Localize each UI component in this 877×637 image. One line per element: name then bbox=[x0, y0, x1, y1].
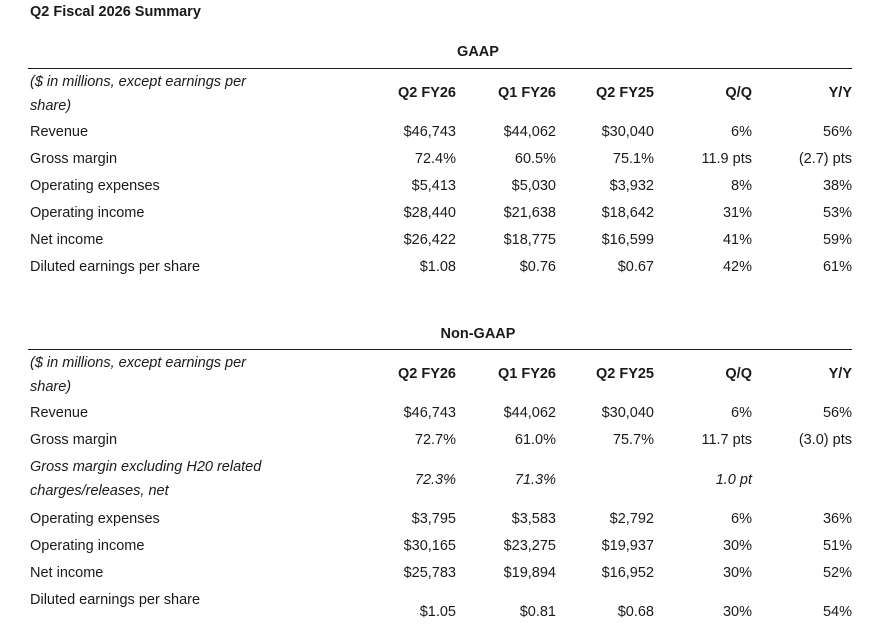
cell-q2fy25: $18,642 bbox=[601, 205, 654, 221]
cell-q2fy26: $28,440 bbox=[403, 205, 456, 221]
gaap-col-q1fy26: Q1 FY26 bbox=[497, 85, 556, 101]
row-label: Gross margin excluding H20 related charg… bbox=[30, 459, 262, 499]
cell-qq: 6% bbox=[731, 405, 752, 421]
cell-qq: 30% bbox=[722, 538, 752, 554]
gaap-col-yy: Y/Y bbox=[828, 85, 852, 101]
row-label: Operating expenses bbox=[30, 511, 160, 527]
cell-yy: 61% bbox=[822, 259, 852, 275]
cell-yy: 56% bbox=[822, 405, 852, 421]
cell-q2fy25: $30,040 bbox=[601, 405, 654, 421]
non-gaap-col-q2fy25: Q2 FY25 bbox=[595, 366, 654, 382]
gaap-header-rule bbox=[28, 68, 852, 69]
cell-q2fy25: $0.67 bbox=[617, 259, 654, 275]
cell-yy: 56% bbox=[822, 124, 852, 140]
cell-yy: 54% bbox=[822, 604, 852, 620]
cell-q2fy26: $1.08 bbox=[419, 259, 456, 275]
gaap-header-row: ($ in millions, except earnings per shar… bbox=[28, 70, 852, 118]
cell-q2fy26: $25,783 bbox=[403, 565, 456, 581]
page-title: Q2 Fiscal 2026 Summary bbox=[30, 4, 201, 20]
cell-yy: 52% bbox=[822, 565, 852, 581]
cell-q2fy25: $19,937 bbox=[601, 538, 654, 554]
cell-q1fy26: $44,062 bbox=[503, 124, 556, 140]
cell-q1fy26: $44,062 bbox=[503, 405, 556, 421]
non-gaap-row-diluted-eps: Diluted earnings per share $1.05 $0.81 $… bbox=[28, 592, 852, 626]
cell-qq: 41% bbox=[722, 232, 752, 248]
cell-q2fy26: $46,743 bbox=[403, 124, 456, 140]
row-label: Diluted earnings per share bbox=[30, 592, 201, 608]
cell-yy: 51% bbox=[822, 538, 852, 554]
non-gaap-col-yy: Y/Y bbox=[828, 366, 852, 382]
row-label: Gross margin bbox=[30, 151, 118, 167]
cell-qq: 30% bbox=[722, 565, 752, 581]
cell-q2fy25: $16,599 bbox=[601, 232, 654, 248]
cell-qq: 11.9 pts bbox=[701, 151, 752, 167]
cell-q1fy26: $5,030 bbox=[511, 178, 556, 194]
cell-q2fy25: $2,792 bbox=[609, 511, 654, 527]
row-label: Diluted earnings per share bbox=[30, 259, 201, 275]
cell-q2fy25: $16,952 bbox=[601, 565, 654, 581]
non-gaap-col-q2fy26: Q2 FY26 bbox=[397, 366, 456, 382]
cell-yy: 59% bbox=[822, 232, 852, 248]
cell-q1fy26: $19,894 bbox=[503, 565, 556, 581]
cell-qq: 8% bbox=[731, 178, 752, 194]
row-label: Net income bbox=[30, 232, 104, 248]
non-gaap-row-gross-margin-ex-h20: Gross margin excluding H20 related charg… bbox=[28, 455, 852, 503]
cell-qq: 30% bbox=[722, 604, 752, 620]
cell-qq: 42% bbox=[722, 259, 752, 275]
non-gaap-header-rule bbox=[28, 349, 852, 350]
cell-yy: 36% bbox=[822, 511, 852, 527]
cell-q2fy26: $3,795 bbox=[411, 511, 456, 527]
non-gaap-units-label: ($ in millions, except earnings per shar… bbox=[30, 355, 246, 395]
cell-q2fy26: $46,743 bbox=[403, 405, 456, 421]
gaap-col-q2fy25: Q2 FY25 bbox=[595, 85, 654, 101]
row-label: Revenue bbox=[30, 405, 89, 421]
cell-q2fy26: $30,165 bbox=[403, 538, 456, 554]
cell-q2fy26: $5,413 bbox=[411, 178, 456, 194]
cell-qq: 6% bbox=[731, 511, 752, 527]
cell-qq: 1.0 pt bbox=[715, 472, 752, 488]
row-label: Operating income bbox=[30, 205, 145, 221]
cell-q2fy26: 72.3% bbox=[414, 472, 456, 488]
row-label: Revenue bbox=[30, 124, 89, 140]
non-gaap-col-qq: Q/Q bbox=[725, 366, 752, 382]
cell-q2fy25: $0.68 bbox=[617, 604, 654, 620]
non-gaap-col-q1fy26: Q1 FY26 bbox=[497, 366, 556, 382]
non-gaap-header-row: ($ in millions, except earnings per shar… bbox=[28, 351, 852, 399]
gaap-col-q2fy26: Q2 FY26 bbox=[397, 85, 456, 101]
cell-q2fy25: $3,932 bbox=[609, 178, 654, 194]
cell-yy: (3.0) pts bbox=[798, 432, 852, 448]
cell-q1fy26: 60.5% bbox=[514, 151, 556, 167]
non-gaap-section-title: Non-GAAP bbox=[440, 326, 516, 342]
gaap-units-label: ($ in millions, except earnings per shar… bbox=[30, 74, 246, 114]
cell-qq: 11.7 pts bbox=[701, 432, 752, 448]
cell-q2fy26: $26,422 bbox=[403, 232, 456, 248]
cell-qq: 31% bbox=[722, 205, 752, 221]
cell-q1fy26: $3,583 bbox=[511, 511, 556, 527]
cell-q2fy25: 75.7% bbox=[612, 432, 654, 448]
row-label: Gross margin bbox=[30, 432, 118, 448]
row-label: Operating expenses bbox=[30, 178, 160, 194]
cell-q1fy26: $23,275 bbox=[503, 538, 556, 554]
cell-yy: (2.7) pts bbox=[798, 151, 852, 167]
cell-q1fy26: $0.76 bbox=[519, 259, 556, 275]
cell-yy: 53% bbox=[822, 205, 852, 221]
row-label: Net income bbox=[30, 565, 104, 581]
cell-q1fy26: $18,775 bbox=[503, 232, 556, 248]
cell-yy: 38% bbox=[822, 178, 852, 194]
gaap-section-title: GAAP bbox=[457, 44, 499, 60]
cell-q1fy26: $21,638 bbox=[503, 205, 556, 221]
cell-q2fy25: $30,040 bbox=[601, 124, 654, 140]
cell-q2fy26: 72.4% bbox=[414, 151, 456, 167]
cell-qq: 6% bbox=[731, 124, 752, 140]
cell-q2fy26: $1.05 bbox=[419, 604, 456, 620]
cell-q2fy26: 72.7% bbox=[414, 432, 456, 448]
cell-q1fy26: 71.3% bbox=[514, 472, 556, 488]
gaap-col-qq: Q/Q bbox=[725, 85, 752, 101]
cell-q1fy26: 61.0% bbox=[514, 432, 556, 448]
row-label: Operating income bbox=[30, 538, 145, 554]
cell-q1fy26: $0.81 bbox=[519, 604, 556, 620]
cell-q2fy25: 75.1% bbox=[612, 151, 654, 167]
